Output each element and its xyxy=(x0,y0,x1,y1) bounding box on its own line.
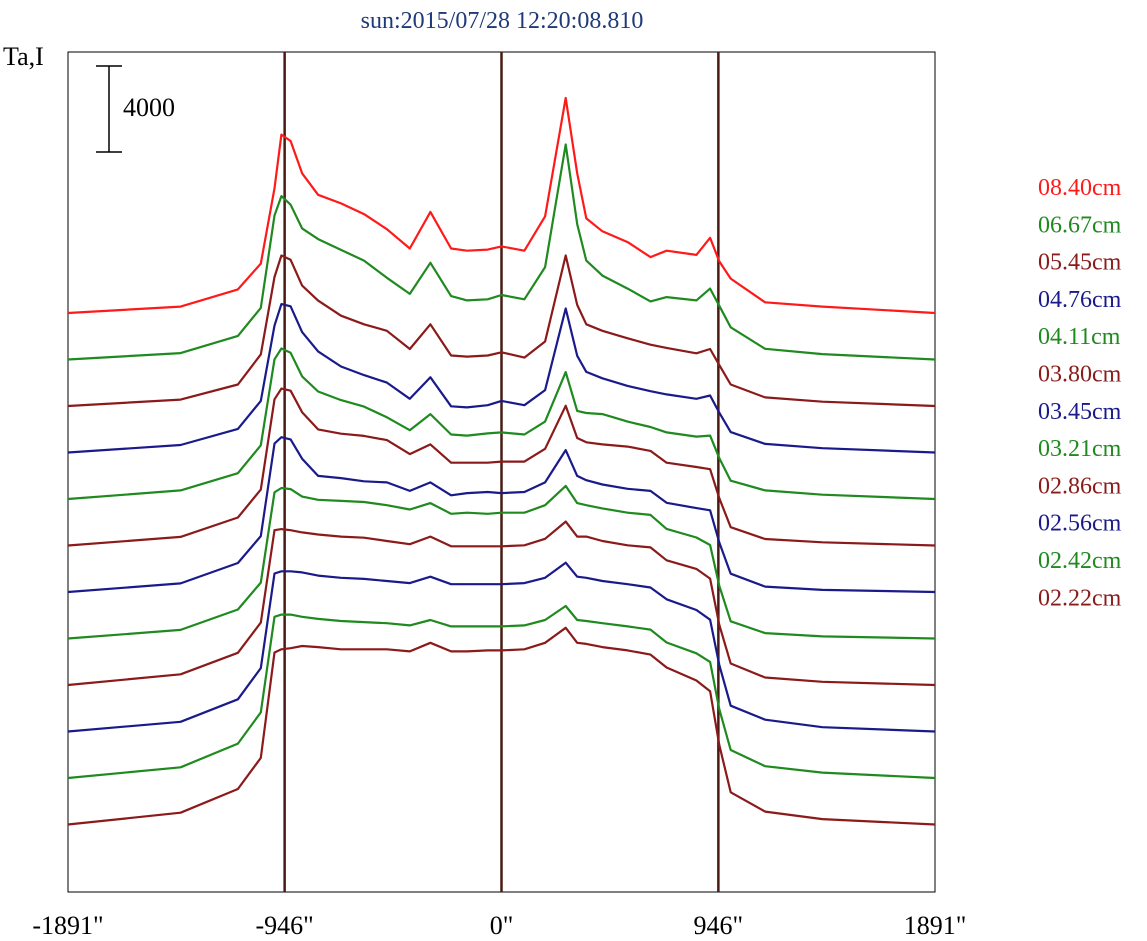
series-line-03-21cm xyxy=(67,484,936,640)
series-line-08-40cm xyxy=(67,96,936,315)
legend-entry: 04.11cm xyxy=(1038,324,1121,350)
series-line-05-45cm xyxy=(67,254,936,408)
series-line-04-11cm xyxy=(67,347,936,501)
scale-bar-label: 4000 xyxy=(123,93,175,122)
series-line-02-22cm xyxy=(67,626,936,826)
legend-entry: 03.80cm xyxy=(1038,362,1122,388)
legend-entry: 02.86cm xyxy=(1038,473,1122,499)
x-tick-label: 0" xyxy=(490,911,514,940)
x-tick-label: -1891" xyxy=(32,911,103,940)
x-tick-label: 1891" xyxy=(904,911,967,940)
x-tick-label: -946" xyxy=(255,911,313,940)
scale-bar: 4000 xyxy=(96,65,175,153)
legend-entry: 04.76cm xyxy=(1038,287,1122,313)
legend-entry: 02.56cm xyxy=(1038,511,1122,537)
chart-title: sun:2015/07/28 12:20:08.810 xyxy=(361,8,644,34)
legend-entry: 05.45cm xyxy=(1038,250,1122,276)
series-line-02-86cm xyxy=(67,520,936,687)
legend-entry: 02.22cm xyxy=(1038,585,1122,611)
x-tick-label: 946" xyxy=(694,911,744,940)
series-line-04-76cm xyxy=(67,303,936,454)
legend-entry: 02.42cm xyxy=(1038,548,1122,574)
legend-entry: 06.67cm xyxy=(1038,212,1122,238)
series-line-06-67cm xyxy=(67,143,936,361)
series-line-02-56cm xyxy=(67,561,936,733)
y-axis-label: Ta,I xyxy=(3,42,44,71)
series-line-02-42cm xyxy=(67,604,936,780)
series-line-03-45cm xyxy=(67,436,936,594)
legend-entry: 03.21cm xyxy=(1038,436,1122,462)
series-line-03-80cm xyxy=(67,387,936,547)
legend-entry: 08.40cm xyxy=(1038,175,1122,201)
legend-entry: 03.45cm xyxy=(1038,399,1122,425)
